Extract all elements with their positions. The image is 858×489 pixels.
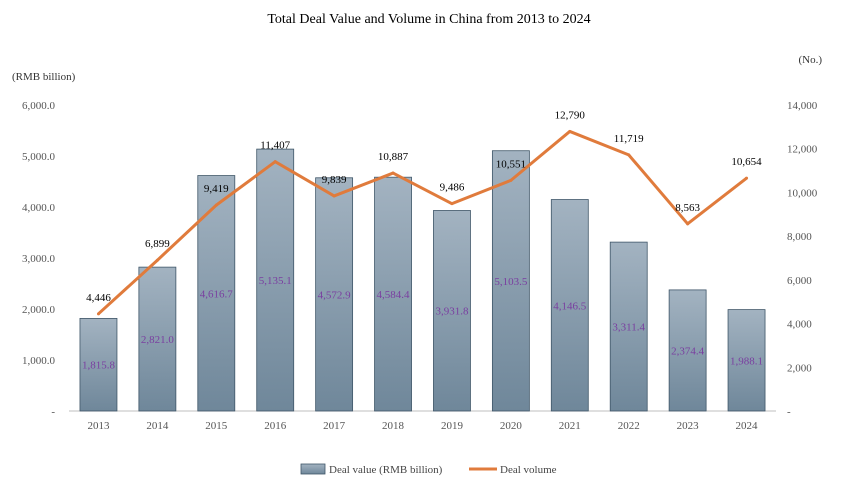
right-axis-unit: (No.) bbox=[798, 54, 822, 66]
line-point bbox=[391, 171, 395, 175]
x-axis-tick-label: 2024 bbox=[736, 420, 759, 432]
bar bbox=[491, 150, 530, 412]
line-value-label: 10,887 bbox=[378, 151, 409, 163]
x-axis-tick-label: 2022 bbox=[618, 420, 640, 432]
bar bbox=[433, 210, 471, 412]
line-point bbox=[568, 129, 572, 133]
left-axis-tick-label: 4,000.0 bbox=[22, 202, 56, 214]
bar bbox=[374, 176, 412, 412]
line-value-label: 10,551 bbox=[496, 158, 526, 170]
right-axis-tick-label: 10,000 bbox=[787, 187, 818, 199]
bar-value-label: 4,616.7 bbox=[200, 288, 234, 300]
line-point bbox=[745, 176, 749, 180]
bar-value-label: 1,815.8 bbox=[82, 360, 116, 372]
line-value-label: 12,790 bbox=[555, 109, 586, 121]
legend-swatch-deal-value bbox=[300, 463, 326, 475]
bar-value-label: 5,135.1 bbox=[259, 275, 292, 287]
left-axis-tick-label: 1,000.0 bbox=[22, 355, 56, 367]
axes: - 1,000.0 2,000.0 3,000.0 4,000.0 5,000.0 6,00… bbox=[22, 100, 818, 432]
right-axis-tick-label: 6,000 bbox=[787, 275, 812, 287]
left-axis-tick-label: - bbox=[51, 406, 55, 418]
line-point bbox=[155, 258, 159, 262]
left-axis-unit: (RMB billion) bbox=[12, 71, 76, 83]
x-axis-tick-label: 2023 bbox=[677, 420, 700, 432]
bar-value-label: 4,572.9 bbox=[318, 289, 352, 301]
line-value-label: 9,419 bbox=[204, 183, 229, 195]
line-point bbox=[214, 203, 218, 207]
x-axis-tick-label: 2020 bbox=[500, 420, 523, 432]
line-point bbox=[96, 312, 100, 316]
right-axis-tick-label: 4,000 bbox=[787, 319, 812, 331]
bar-value-label: 3,311.4 bbox=[612, 322, 645, 334]
line-value-label: 9,486 bbox=[440, 182, 465, 194]
volume-series-line bbox=[97, 129, 748, 315]
right-axis-tick-label: 14,000 bbox=[787, 100, 818, 112]
bar bbox=[668, 289, 707, 412]
left-axis-tick-label: 2,000.0 bbox=[22, 304, 56, 316]
line-point bbox=[273, 160, 277, 164]
line-point bbox=[332, 194, 336, 198]
x-axis-tick-label: 2017 bbox=[323, 420, 346, 432]
bar-value-label: 4,146.5 bbox=[553, 300, 587, 312]
line-value-label: 10,654 bbox=[731, 156, 762, 168]
bars: 1,815.8 2,821.0 4,616.7 5,135.1 4,572.9 4,584… bbox=[79, 148, 766, 412]
x-axis-tick-label: 2013 bbox=[87, 420, 110, 432]
line-point bbox=[686, 222, 690, 226]
bar bbox=[315, 177, 354, 412]
bar-value-label: 5,103.5 bbox=[494, 276, 528, 288]
bar-value-label: 1,988.1 bbox=[730, 355, 763, 367]
bar bbox=[79, 317, 118, 412]
bar bbox=[727, 309, 766, 412]
x-axis-tick-label: 2015 bbox=[205, 420, 228, 432]
left-axis-tick-label: 5,000.0 bbox=[22, 151, 56, 163]
x-axis-tick-label: 2018 bbox=[382, 420, 405, 432]
line-value-label: 11,719 bbox=[614, 133, 644, 145]
line-point bbox=[627, 153, 631, 157]
x-axis-tick-label: 2019 bbox=[441, 420, 464, 432]
bar-value-label: 3,931.8 bbox=[435, 306, 469, 318]
line-point bbox=[509, 178, 513, 182]
line-value-label: 4,446 bbox=[86, 292, 111, 304]
line-value-label: 8,563 bbox=[675, 202, 700, 214]
left-axis-tick-label: 6,000.0 bbox=[22, 100, 56, 112]
x-axis-tick-label: 2021 bbox=[559, 420, 581, 432]
bar-value-label: 2,821.0 bbox=[141, 334, 175, 346]
volume-line: 4,446 6,899 9,419 11,407 9,839 10,887 9,486 10,… bbox=[86, 109, 762, 316]
right-axis-tick-label: - bbox=[787, 406, 791, 418]
bar-value-label: 2,374.4 bbox=[671, 345, 705, 357]
chart-title: Total Deal Value and Volume in China fro… bbox=[267, 12, 590, 27]
legend: Deal value (RMB billion) Deal volume bbox=[300, 463, 557, 476]
legend-label-deal-value: Deal value (RMB billion) bbox=[329, 464, 443, 476]
left-axis-tick-label: 3,000.0 bbox=[22, 253, 56, 265]
x-axis-tick-label: 2014 bbox=[146, 420, 169, 432]
right-axis-tick-label: 8,000 bbox=[787, 231, 812, 243]
right-axis-tick-label: 12,000 bbox=[787, 144, 818, 156]
line-point bbox=[450, 202, 454, 206]
bar bbox=[256, 148, 295, 412]
bar bbox=[550, 199, 589, 412]
right-axis-tick-label: 2,000 bbox=[787, 362, 812, 374]
legend-label-deal-volume: Deal volume bbox=[500, 464, 557, 476]
line-value-label: 6,899 bbox=[145, 238, 170, 250]
bar bbox=[609, 241, 648, 412]
line-value-label: 11,407 bbox=[260, 140, 290, 152]
bar bbox=[138, 266, 177, 412]
line-value-label: 9,839 bbox=[322, 174, 347, 186]
bar-value-label: 4,584.4 bbox=[377, 289, 411, 301]
x-axis-tick-label: 2016 bbox=[264, 420, 287, 432]
